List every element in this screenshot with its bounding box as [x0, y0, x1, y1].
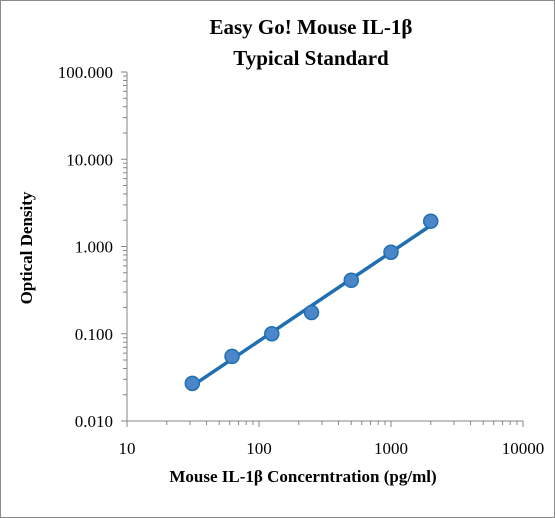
x-tick-label: 1000	[374, 439, 408, 458]
tick-labels: 0.010 0.100 1.000 10.000 100.000 10 100 1000 100…	[58, 63, 545, 458]
data-point	[422, 213, 439, 229]
y-tick-label: 10.000	[66, 150, 113, 169]
chart-title-line-1: Easy Go! Mouse IL-1β	[210, 15, 413, 39]
y-tick-label: 0.010	[75, 412, 113, 431]
x-tick-label: 100	[246, 439, 272, 458]
axes	[121, 71, 524, 427]
plot-area	[184, 213, 439, 392]
y-tick-label: 1.000	[75, 238, 113, 257]
data-point	[184, 375, 201, 392]
data-point	[383, 244, 399, 260]
y-tick-label: 0.100	[75, 325, 113, 344]
y-tick-label: 100.000	[58, 63, 113, 82]
x-tick-label: 10	[119, 439, 136, 458]
x-tick-label: 10000	[502, 439, 545, 458]
data-point	[264, 326, 280, 342]
data-point	[303, 304, 320, 321]
data-point	[224, 348, 240, 365]
chart-title-line-2: Typical Standard	[233, 46, 389, 70]
x-axis-label: Mouse IL-1β Concerntration (pg/ml)	[169, 467, 436, 486]
y-axis-label: Optical Density	[17, 191, 36, 304]
data-point	[343, 272, 360, 289]
